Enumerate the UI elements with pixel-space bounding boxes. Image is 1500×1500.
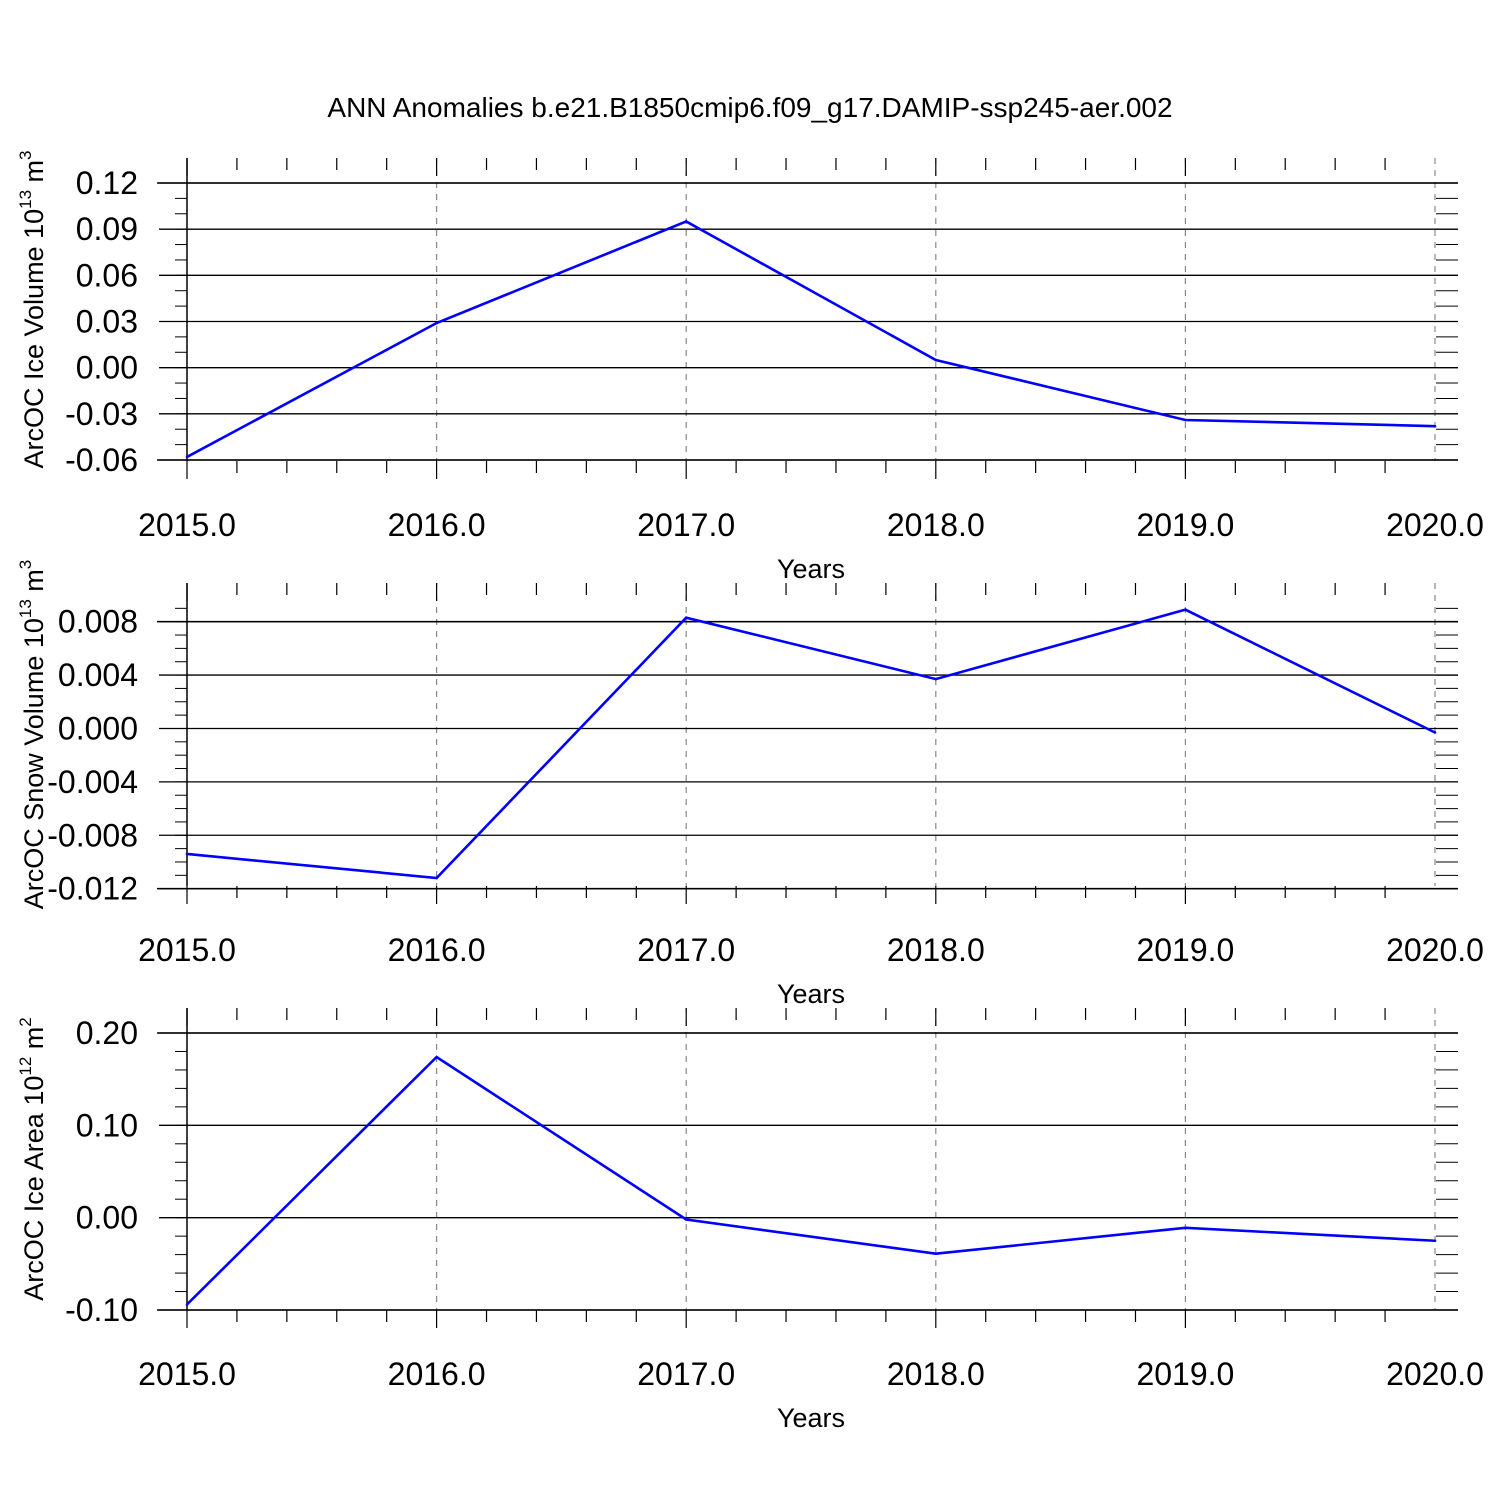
x-tick-label: 2018.0	[887, 507, 985, 543]
y-tick-label: 0.00	[76, 350, 138, 386]
data-point	[934, 358, 938, 362]
series-line	[186, 220, 1436, 459]
x-tick-label: 2020.0	[1386, 1356, 1484, 1392]
x-tick-label: 2020.0	[1386, 507, 1484, 543]
data-point	[1184, 1226, 1187, 1230]
y-tick-label: -0.004	[47, 764, 138, 800]
y-tick-label: -0.06	[65, 442, 138, 478]
data-point	[684, 616, 688, 619]
data-point	[1184, 418, 1187, 422]
x-tick-label: 2020.0	[1386, 932, 1484, 968]
y-tick-label: 0.09	[76, 211, 138, 247]
data-point	[435, 321, 438, 325]
data-point	[1433, 424, 1437, 428]
x-tick-label: 2015.0	[138, 507, 236, 543]
data-point	[934, 677, 938, 681]
x-tick-label: 2016.0	[388, 932, 486, 968]
y-tick-label: -0.10	[65, 1292, 138, 1328]
series-line	[186, 608, 1436, 880]
x-tick-label: 2015.0	[138, 932, 236, 968]
data-point	[1433, 1239, 1437, 1243]
x-tick-label: 2017.0	[637, 507, 735, 543]
y-tick-label: 0.06	[76, 257, 138, 293]
data-point	[185, 852, 189, 856]
data-point	[185, 1303, 189, 1306]
y-tick-label: -0.008	[47, 817, 138, 853]
x-tick-label: 2018.0	[887, 1356, 985, 1392]
x-axis-label: Years	[777, 554, 845, 584]
series-line	[186, 1055, 1436, 1306]
data-point	[1433, 731, 1437, 734]
y-tick-label: 0.03	[76, 304, 138, 340]
x-tick-label: 2017.0	[637, 932, 735, 968]
y-tick-label: 0.20	[76, 1015, 138, 1051]
y-axis-label: ArcOC Ice Area 1012 m2	[16, 1017, 49, 1301]
x-tick-label: 2018.0	[887, 932, 985, 968]
x-tick-label: 2016.0	[388, 1356, 486, 1392]
y-tick-label: -0.012	[47, 871, 138, 907]
y-tick-label: 0.000	[58, 710, 138, 746]
y-axis-label: ArcOC Ice Volume 1013 m3	[16, 150, 49, 468]
x-tick-label: 2017.0	[637, 1356, 735, 1392]
x-axis-label: Years	[777, 979, 845, 1009]
y-axis-label: ArcOC Snow Volume 1013 m3	[16, 560, 49, 910]
x-tick-label: 2016.0	[388, 507, 486, 543]
y-tick-label: 0.12	[76, 165, 138, 201]
data-point	[435, 1055, 438, 1059]
x-tick-label: 2019.0	[1136, 507, 1234, 543]
y-tick-label: 0.10	[76, 1107, 138, 1143]
data-point	[684, 220, 688, 223]
chart-title: ANN Anomalies b.e21.B1850cmip6.f09_g17.D…	[327, 92, 1172, 123]
data-point	[934, 1252, 938, 1255]
x-axis-label: Years	[777, 1403, 845, 1433]
y-tick-label: 0.008	[58, 604, 138, 640]
data-point	[435, 876, 438, 880]
x-tick-label: 2019.0	[1136, 1356, 1234, 1392]
y-tick-label: 0.004	[58, 657, 138, 693]
x-tick-label: 2019.0	[1136, 932, 1234, 968]
y-tick-label: 0.00	[76, 1200, 138, 1236]
x-tick-label: 2015.0	[138, 1356, 236, 1392]
data-point	[684, 1218, 688, 1221]
data-point	[1184, 608, 1187, 611]
y-tick-label: -0.03	[65, 396, 138, 432]
data-point	[185, 455, 189, 459]
